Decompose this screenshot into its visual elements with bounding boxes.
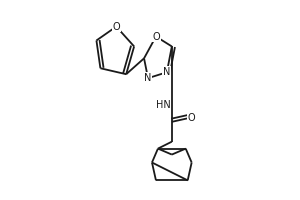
- Text: N: N: [144, 73, 152, 83]
- Text: O: O: [152, 32, 160, 42]
- Text: HN: HN: [155, 100, 170, 110]
- Text: N: N: [163, 67, 171, 77]
- Text: O: O: [112, 22, 120, 32]
- Text: O: O: [188, 113, 196, 123]
